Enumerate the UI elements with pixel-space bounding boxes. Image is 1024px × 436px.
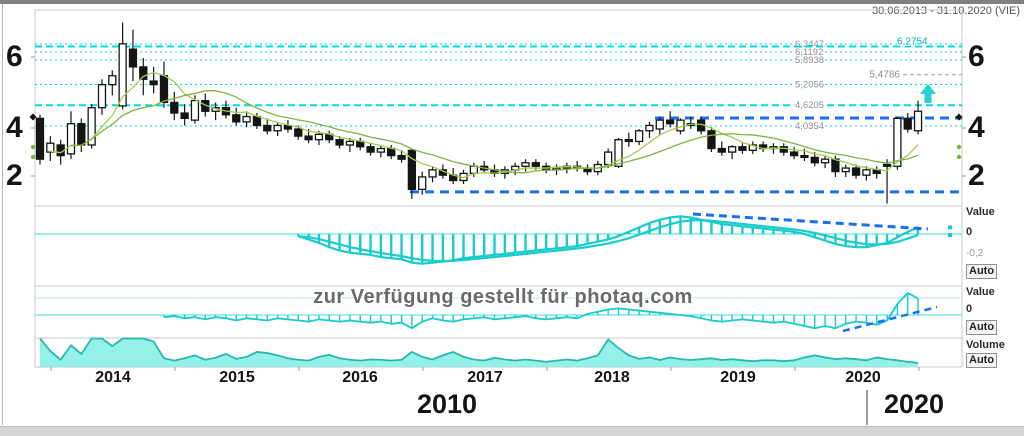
window-left-border	[2, 4, 3, 425]
decade-label-2010: 2010	[416, 389, 478, 419]
price-axis-tick-4: 4	[6, 111, 23, 144]
year-label-2015: 2015	[219, 369, 255, 386]
indicator1-neg-label: -0,2	[966, 248, 984, 259]
trend-channel-lines	[410, 116, 962, 194]
volume-title: Volume	[966, 339, 1005, 351]
indicator1-title: Value	[966, 206, 995, 218]
svg-text:5,8938: 5,8938	[795, 55, 824, 66]
year-label-2014: 2014	[95, 369, 131, 386]
indicator1-zero-label: 0	[966, 226, 973, 238]
svg-text:4,6205: 4,6205	[795, 100, 824, 111]
candles-group	[35, 22, 923, 204]
year-label-2020: 2020	[845, 369, 881, 386]
indicator2-title: Value	[966, 286, 995, 298]
price-axis-tick-6: 6	[6, 40, 23, 73]
price-axis-tick-2: 2	[6, 159, 23, 192]
year-label-2017: 2017	[467, 369, 503, 386]
price-axis-tick-4: 4	[968, 111, 985, 144]
indicator2-zero-label: 0	[966, 303, 973, 315]
svg-text:6,1192: 6,1192	[795, 47, 823, 58]
grid-and-borders	[31, 9, 966, 371]
annotations-group	[29, 84, 963, 160]
moving-averages-group	[50, 71, 919, 179]
svg-text:5,2056: 5,2056	[795, 79, 824, 90]
svg-text:5,4786: 5,4786	[869, 70, 900, 81]
window-top-bar	[0, 0, 1024, 4]
year-label-2016: 2016	[342, 369, 378, 386]
window-bottom-strip	[0, 426, 1024, 436]
decade-label-2020: 2020	[884, 389, 945, 419]
svg-text:6,3447: 6,3447	[795, 39, 824, 50]
auto-scale-button-indicator2[interactable]: Auto	[966, 320, 998, 335]
price-axis-tick-2: 2	[968, 159, 985, 192]
auto-scale-button-indicator1[interactable]: Auto	[966, 264, 998, 279]
decade-divider	[866, 390, 868, 425]
svg-text:6,2754: 6,2754	[897, 36, 928, 47]
date-range-label: 30.06.2013 - 31.10.2020 (VIE)	[872, 5, 1020, 17]
price-axis-tick-6: 6	[968, 40, 985, 73]
macd-panel-group	[35, 212, 962, 265]
svg-text:4,0354: 4,0354	[795, 121, 824, 132]
year-label-2018: 2018	[594, 369, 630, 386]
momentum-panel-group	[35, 292, 962, 333]
volume-panel-group	[39, 337, 919, 367]
year-label-2019: 2019	[720, 369, 756, 386]
watermark-text: zur Verfügung gestellt für photaq.com	[313, 286, 693, 308]
auto-scale-button-volume[interactable]: Auto	[966, 353, 998, 368]
